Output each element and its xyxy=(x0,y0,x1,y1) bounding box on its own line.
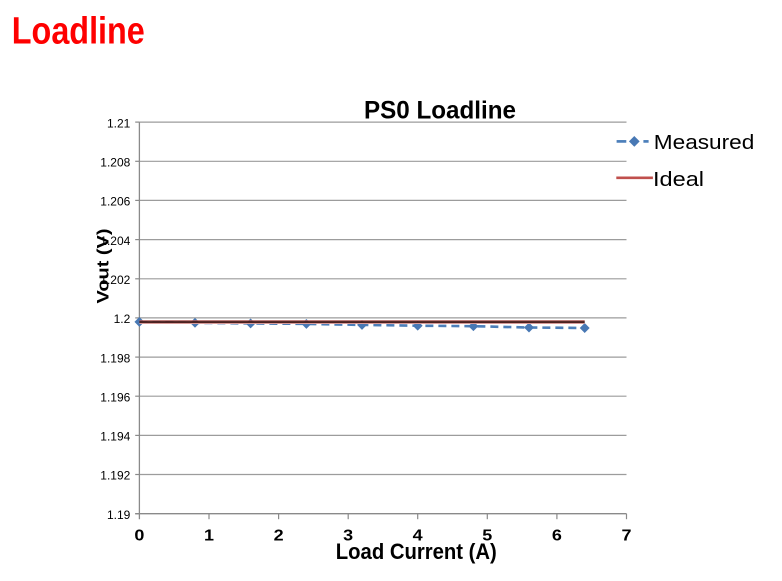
svg-text:Load Current (A): Load Current (A) xyxy=(336,539,497,564)
svg-text:6: 6 xyxy=(552,528,562,545)
svg-text:Ideal: Ideal xyxy=(653,169,704,191)
svg-text:3: 3 xyxy=(343,528,353,545)
svg-text:1.198: 1.198 xyxy=(100,351,130,365)
svg-text:Loadline: Loadline xyxy=(12,11,145,53)
svg-text:1: 1 xyxy=(204,528,214,545)
svg-text:5: 5 xyxy=(482,528,492,545)
svg-text:1.196: 1.196 xyxy=(100,390,130,404)
svg-text:Measured: Measured xyxy=(654,132,755,154)
svg-text:1.2: 1.2 xyxy=(114,312,131,326)
svg-text:1.194: 1.194 xyxy=(100,430,130,444)
svg-text:1.204: 1.204 xyxy=(100,234,130,248)
svg-text:1.19: 1.19 xyxy=(107,508,131,522)
svg-text:Vout (V): Vout (V) xyxy=(94,229,113,304)
svg-text:1.21: 1.21 xyxy=(107,116,131,130)
svg-text:2: 2 xyxy=(274,528,284,545)
svg-text:7: 7 xyxy=(622,528,632,545)
svg-text:PS0 Loadline: PS0 Loadline xyxy=(364,97,516,125)
svg-text:0: 0 xyxy=(134,528,144,545)
svg-text:1.208: 1.208 xyxy=(100,156,130,170)
svg-text:1.202: 1.202 xyxy=(100,273,130,287)
svg-text:1.206: 1.206 xyxy=(100,195,130,209)
svg-text:4: 4 xyxy=(413,528,423,545)
svg-text:1.192: 1.192 xyxy=(100,469,130,483)
